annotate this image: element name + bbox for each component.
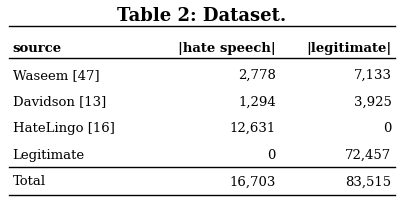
- Text: 2,778: 2,778: [238, 69, 276, 82]
- Text: source: source: [13, 42, 62, 55]
- Text: 3,925: 3,925: [354, 95, 391, 108]
- Text: Legitimate: Legitimate: [13, 149, 85, 162]
- Text: 1,294: 1,294: [238, 95, 276, 108]
- Text: |legitimate|: |legitimate|: [306, 42, 391, 55]
- Text: Davidson [13]: Davidson [13]: [13, 95, 106, 108]
- Text: HateLingo [16]: HateLingo [16]: [13, 122, 114, 135]
- Text: 16,703: 16,703: [229, 175, 276, 188]
- Text: Total: Total: [13, 175, 46, 188]
- Text: 0: 0: [267, 149, 276, 162]
- Text: 12,631: 12,631: [229, 122, 276, 135]
- Text: 0: 0: [383, 122, 391, 135]
- Text: Table 2: Dataset.: Table 2: Dataset.: [118, 7, 286, 25]
- Text: |hate speech|: |hate speech|: [178, 42, 276, 55]
- Text: 83,515: 83,515: [345, 175, 391, 188]
- Text: 7,133: 7,133: [354, 69, 391, 82]
- Text: Waseem [47]: Waseem [47]: [13, 69, 99, 82]
- Text: 72,457: 72,457: [345, 149, 391, 162]
